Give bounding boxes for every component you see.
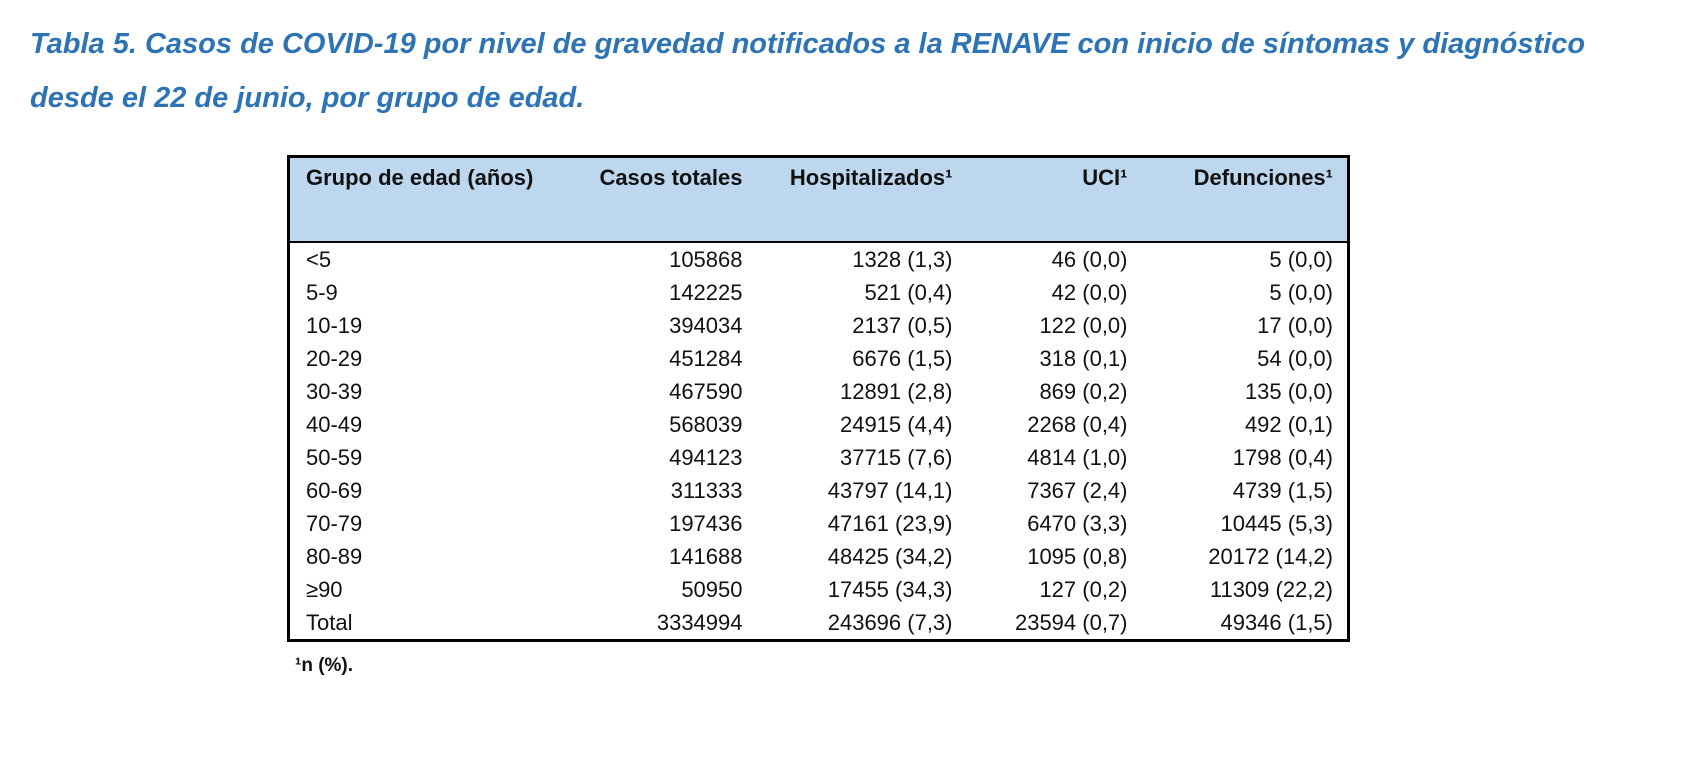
value-cell: 50950 <box>681 576 743 602</box>
value-cell: 568039 <box>669 411 743 437</box>
value-cell: 311333 <box>670 477 743 503</box>
value-cell: 141688 <box>669 543 743 569</box>
value-cell: 492 (0,1) <box>1244 411 1333 437</box>
value-cell: 54 (0,0) <box>1257 345 1333 371</box>
table-row: 5-9 142225 521 (0,4) 42 (0,0) 5 (0,0) <box>289 276 1349 309</box>
value-cell: 12891 (2,8) <box>839 378 953 404</box>
value-cell: 2137 (0,5) <box>852 312 953 338</box>
table-row: ≥90 50950 17455 (34,3) 127 (0,2) 11309 (22,2… <box>289 573 1349 606</box>
value-cell: 49346 (1,5) <box>1220 609 1333 635</box>
table-head: Grupo de edad (años) Casos totales Hospita… <box>288 156 1349 243</box>
value-cell: 46 (0,0) <box>1051 246 1128 272</box>
value-cell: 5 (0,0) <box>1269 279 1333 305</box>
value-cell: 17 (0,0) <box>1257 312 1333 338</box>
value-cell: 1328 (1,3) <box>852 246 953 272</box>
value-cell: 3334994 <box>656 609 743 635</box>
value-cell: 142225 <box>669 279 743 305</box>
covid-severity-table: Grupo de edad (años) Casos totales Hospita… <box>287 155 1350 642</box>
age-group-cell: 60-69 <box>306 477 363 503</box>
value-cell: 20172 (14,2) <box>1208 543 1333 569</box>
value-cell: 6470 (3,3) <box>1027 510 1128 536</box>
value-cell: 11309 (22,2) <box>1209 576 1333 602</box>
table-header-row: Grupo de edad (años) Casos totales Hospita… <box>288 156 1349 243</box>
age-group-cell: Total <box>306 609 353 635</box>
table-footnote: ¹n (%). <box>295 655 354 676</box>
value-cell: 4739 (1,5) <box>1232 477 1333 503</box>
value-cell: 197436 <box>669 510 743 536</box>
age-group-cell: 5-9 <box>306 279 338 305</box>
value-cell: 7367 (2,4) <box>1027 477 1128 503</box>
value-cell: 127 (0,2) <box>1039 576 1128 602</box>
value-cell: 48425 (34,2) <box>827 543 953 569</box>
value-cell: 521 (0,4) <box>864 279 953 305</box>
value-cell: 1798 (0,4) <box>1232 444 1333 470</box>
value-cell: 42 (0,0) <box>1051 279 1128 305</box>
table-row: Total 3334994 243696 (7,3) 23594 (0,7) 49346… <box>289 606 1349 641</box>
table-body: <5 105868 1328 (1,3) 46 (0,0) 5 (0,0) 5-9 1422… <box>289 242 1349 641</box>
value-cell: 494123 <box>669 444 743 470</box>
value-cell: 4814 (1,0) <box>1027 444 1128 470</box>
table-row: 60-69 311333 43797 (14,1) 7367 (2,4) 4739 (1… <box>289 474 1349 507</box>
table-row: 10-19 394034 2137 (0,5) 122 (0,0) 17 (0,0) <box>289 309 1349 342</box>
value-cell: 1095 (0,8) <box>1027 543 1128 569</box>
column-header: UCI¹ <box>966 156 1142 243</box>
table-row: 30-39 467590 12891 (2,8) 869 (0,2) 135 (0,0) <box>289 375 1349 408</box>
value-cell: 6676 (1,5) <box>852 345 953 371</box>
value-cell: 451284 <box>669 345 743 371</box>
value-cell: 394034 <box>669 312 743 338</box>
value-cell: 17455 (34,3) <box>827 576 953 602</box>
value-cell: 43797 (14,1) <box>827 477 953 503</box>
value-cell: 318 (0,1) <box>1039 345 1128 371</box>
age-group-cell: 40-49 <box>306 411 363 437</box>
age-group-cell: 50-59 <box>306 444 363 470</box>
covid-severity-table-container: Grupo de edad (años) Casos totales Hospita… <box>287 155 1350 642</box>
age-group-cell: 80-89 <box>306 543 363 569</box>
age-group-cell: <5 <box>306 246 332 272</box>
column-header: Grupo de edad (años) <box>288 156 572 243</box>
column-header: Defunciones¹ <box>1141 156 1349 243</box>
table-row: 40-49 568039 24915 (4,4) 2268 (0,4) 492 (0,1… <box>289 408 1349 441</box>
column-header: Casos totales <box>571 156 757 243</box>
value-cell: 23594 (0,7) <box>1014 609 1128 635</box>
age-group-cell: 70-79 <box>306 510 363 536</box>
page-title: Tabla 5. Casos de COVID-19 por nivel de … <box>30 28 1586 114</box>
value-cell: 24915 (4,4) <box>839 411 953 437</box>
table-row: 80-89 141688 48425 (34,2) 1095 (0,8) 20172 (… <box>289 540 1349 573</box>
age-group-cell: 10-19 <box>306 312 363 338</box>
value-cell: 10445 (5,3) <box>1220 510 1333 536</box>
value-cell: 122 (0,0) <box>1039 312 1128 338</box>
table-row: 20-29 451284 6676 (1,5) 318 (0,1) 54 (0,0) <box>289 342 1349 375</box>
value-cell: 37715 (7,6) <box>839 444 953 470</box>
value-cell: 105868 <box>669 246 743 272</box>
age-group-cell: ≥90 <box>306 576 343 602</box>
table-row: 50-59 494123 37715 (7,6) 4814 (1,0) 1798 (0,… <box>289 441 1349 474</box>
value-cell: 47161 (23,9) <box>827 510 953 536</box>
column-header: Hospitalizados¹ <box>756 156 967 243</box>
value-cell: 467590 <box>669 378 743 404</box>
value-cell: 5 (0,0) <box>1269 246 1333 272</box>
table-row: 70-79 197436 47161 (23,9) 6470 (3,3) 10445 (… <box>289 507 1349 540</box>
table-row: <5 105868 1328 (1,3) 46 (0,0) 5 (0,0) <box>289 242 1349 276</box>
value-cell: 243696 (7,3) <box>827 609 953 635</box>
age-group-cell: 20-29 <box>306 345 363 371</box>
value-cell: 869 (0,2) <box>1039 378 1128 404</box>
value-cell: 2268 (0,4) <box>1027 411 1128 437</box>
age-group-cell: 30-39 <box>306 378 363 404</box>
value-cell: 135 (0,0) <box>1244 378 1333 404</box>
